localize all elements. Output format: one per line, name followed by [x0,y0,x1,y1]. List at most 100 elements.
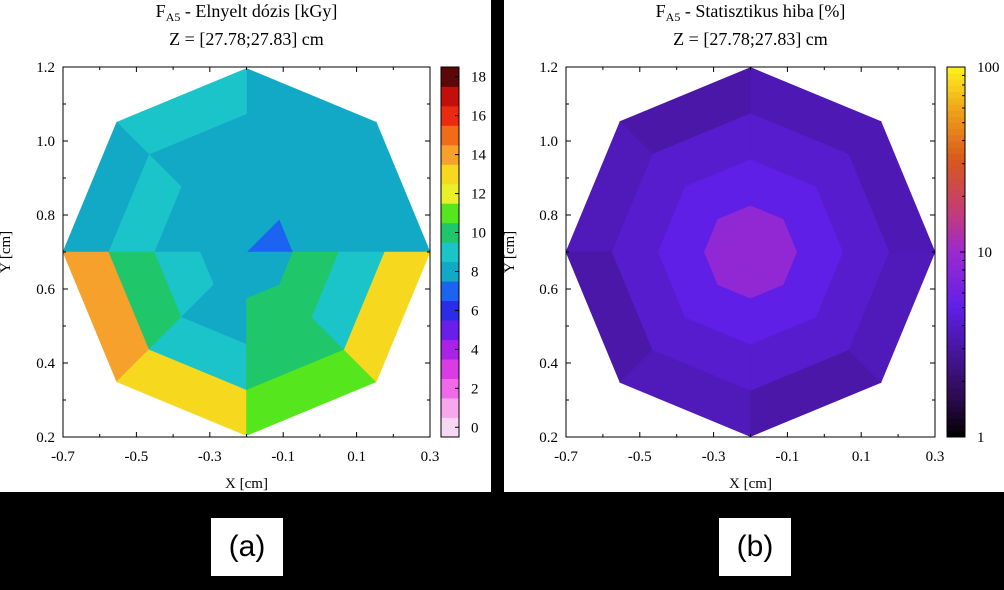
colorbar-gradient-step [947,363,965,370]
x-tick-label: -0.5 [125,449,149,465]
y-tick-label: 1.2 [36,60,55,76]
colorbar-tick-label: 4 [471,342,479,358]
colorbar-gradient-step [947,264,965,271]
colorbar-level [441,164,459,185]
colorbar-level [441,261,459,282]
colorbar-gradient-step [947,221,965,228]
colorbar-gradient-step [947,196,965,204]
colorbar-gradient-step [947,153,965,160]
chart-subtitle: Z = [27.78;27.83] cm [169,29,324,49]
colorbar-level [441,144,459,165]
x-tick-label: -0.1 [271,449,295,465]
x-tick-label: -0.1 [776,449,800,465]
colorbar-gradient-step [947,79,965,86]
x-tick-label: 0.3 [926,449,945,465]
colorbar-tick-label: 0 [471,420,479,436]
colorbar-gradient-step [947,430,965,438]
chart-subtitle: Z = [27.78;27.83] cm [673,29,828,49]
colorbar-level [441,339,459,360]
colorbar-level [441,300,459,321]
colorbar-level [441,242,459,263]
x-tick-label: 0.1 [347,449,366,465]
colorbar-level [441,183,459,204]
colorbar-gradient-step [947,165,965,173]
colorbar-gradient-step [947,116,965,123]
colorbar-gradient-step [947,239,965,247]
colorbar-level [441,320,459,341]
x-tick-label: 0.3 [421,449,440,465]
dose-chart: FA5 - Elnyelt dózis [kGy] Z = [27.78;27.8… [0,1,487,492]
caption-a: (a) [211,518,283,576]
x-tick-label: -0.3 [702,449,726,465]
colorbar-gradient-step [947,190,965,197]
colorbar-tick-label: 8 [471,264,479,280]
colorbar-gradient-step [947,369,965,376]
sector-cell [749,251,798,286]
colorbar-gradient-step [947,202,965,210]
colorbar-gradient-step [947,307,965,315]
colorbar-gradient-step [947,85,965,93]
colorbar-level [441,86,459,107]
y-tick-label: 0.4 [36,356,55,372]
colorbar-gradient-step [947,424,965,432]
colorbar-level [441,378,459,399]
colorbar-gradient-step [947,178,965,185]
sector-cell [245,251,293,285]
colorbar-gradient-step [947,258,965,265]
colorbar-gradient-step [947,134,965,142]
colorbar-level [441,203,459,224]
y-tick-label: 0.2 [36,430,55,446]
x-axis-label: X [cm] [225,476,268,492]
colorbar-gradient-step [947,289,965,296]
colorbar-level [441,67,459,87]
y-tick-label: 0.2 [539,430,558,446]
y-tick-label: 0.4 [539,356,558,372]
colorbar-level [441,281,459,302]
colorbar-gradient-step [947,295,965,302]
colorbar-level [441,359,459,379]
colorbar-gradient-step [947,418,965,426]
colorbar-gradient-step [947,356,965,364]
y-tick-label: 0.6 [36,282,55,298]
dose-chart-panel: FA5 - Elnyelt dózis [kGy] Z = [27.78;27.8… [0,0,491,492]
colorbar-gradient-step [947,122,965,130]
colorbar-gradient-step [947,301,965,308]
colorbar-tick-label: 12 [471,187,486,203]
colorbar-gradient-step [947,159,965,167]
colorbar-tick-label: 100 [977,60,1000,76]
colorbar-gradient-step [947,128,965,136]
error-chart: FA5 - Statisztikus hiba [%] Z = [27.78;27… [502,1,1000,492]
colorbar-gradient-step [947,215,965,222]
y-tick-label: 1.2 [539,60,558,76]
caption-b: (b) [719,518,791,576]
colorbar-frame [440,66,460,438]
y-tick-label: 1.0 [539,134,558,150]
colorbar-level [441,222,459,243]
colorbar-gradient-step [947,393,965,401]
colorbar-gradient-step [947,110,965,117]
x-tick-label: -0.7 [51,449,75,465]
colorbar-gradient-step [947,227,965,234]
colorbar-gradient-step [947,252,965,259]
y-axis-label: Y [cm] [0,231,14,273]
colorbar-level [441,105,459,126]
colorbar-gradient-step [947,412,965,419]
x-tick-label: -0.7 [554,449,578,465]
y-axis-label: Y [cm] [504,231,518,273]
colorbar-gradient-step [947,282,965,290]
colorbar-gradient-step [947,184,965,191]
colorbar-level [441,398,459,418]
colorbar-tick-label: 2 [471,381,479,397]
colorbar-gradient-step [947,141,965,148]
colorbar-tick-label: 14 [471,148,487,164]
colorbar-gradient-step [947,91,965,99]
colorbar-gradient-step [947,338,965,345]
colorbar-gradient-step [947,67,965,74]
colorbar-gradient-step [947,97,965,105]
colorbar-tick-label: 1 [977,430,985,446]
x-tick-label: 0.1 [852,449,871,465]
colorbar-gradient-step [947,147,965,154]
colorbar-gradient-step [947,276,965,284]
colorbar-gradient-step [947,350,965,358]
colorbar-gradient-step [947,344,965,352]
